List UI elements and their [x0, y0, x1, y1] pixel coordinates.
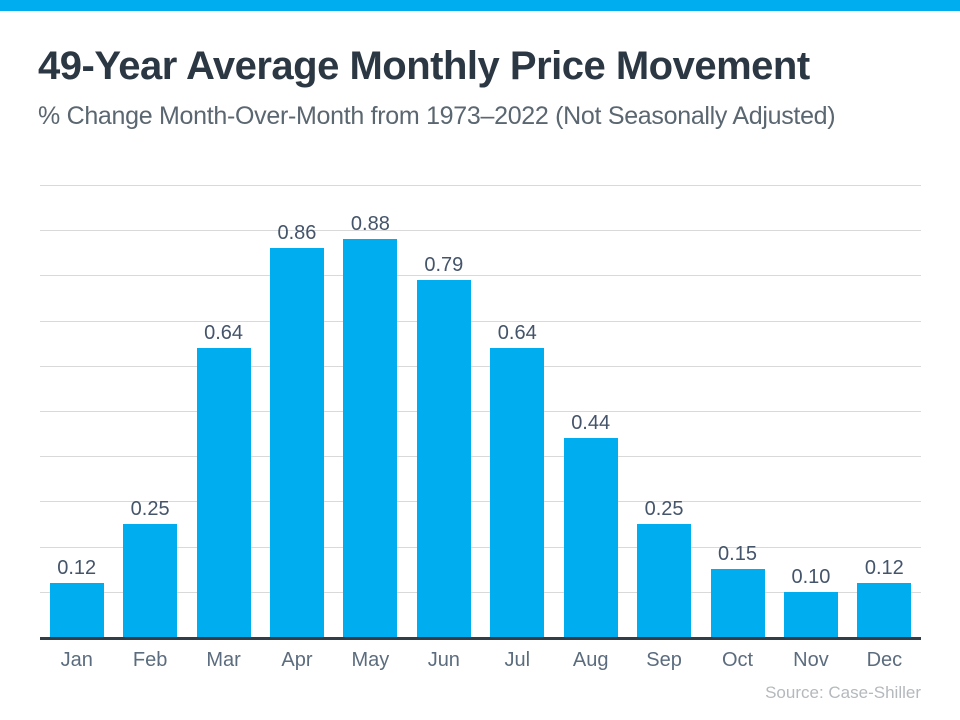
- gridline: [40, 320, 921, 322]
- accent-top-bar: [0, 0, 960, 11]
- bar-chart: 0.12 0.25 0.64 0.86 0.88 0.79 0.64 0.44 0.25 0.15…: [40, 185, 921, 640]
- bar: [416, 279, 471, 637]
- x-axis-label: Apr: [281, 649, 313, 671]
- bar-value-label: 0.12: [57, 556, 97, 579]
- bar-column: 0.88: [334, 185, 407, 637]
- bars-container: 0.12 0.25 0.64 0.86 0.88 0.79 0.64 0.44 0.25 0.15…: [40, 185, 921, 637]
- x-axis-label: Aug: [572, 649, 609, 671]
- gridline: [40, 365, 921, 367]
- bar-column: 0.10: [774, 185, 847, 637]
- bar: [49, 582, 104, 637]
- bar: [857, 582, 912, 637]
- gridline: [40, 411, 921, 412]
- bar-value-label: 0.15: [718, 543, 757, 566]
- bar-column: 0.15: [701, 185, 774, 637]
- gridline: [40, 501, 921, 503]
- bar-value-label: 0.86: [277, 222, 317, 245]
- x-axis-label: Feb: [132, 649, 168, 671]
- gridline: [40, 546, 921, 548]
- x-axis-label: Mar: [206, 649, 241, 671]
- x-axis-label: Jul: [504, 649, 531, 671]
- bar: [123, 524, 178, 637]
- page-title: 49-Year Average Monthly Price Movement: [38, 44, 810, 88]
- bar-value-label: 0.10: [791, 565, 831, 588]
- x-axis-label: Jun: [427, 649, 460, 671]
- bar-value-label: 0.25: [130, 498, 170, 520]
- gridline: [40, 275, 921, 277]
- bar: [490, 347, 545, 637]
- bar: [196, 347, 251, 637]
- gridline: [40, 456, 921, 458]
- gridline: [40, 591, 921, 593]
- bar-value-label: 0.44: [571, 412, 611, 435]
- x-axis-label: May: [351, 649, 390, 671]
- bar-value-label: 0.12: [864, 556, 904, 579]
- bar-value-label: 0.88: [350, 213, 390, 236]
- bar-value-label: 0.64: [204, 321, 244, 344]
- bar: [710, 569, 765, 637]
- x-axis-label: Sep: [646, 649, 682, 671]
- bar: [637, 524, 692, 637]
- bar-column: 0.79: [407, 185, 480, 637]
- bar-column: 0.44: [554, 185, 627, 637]
- gridline: [40, 185, 921, 186]
- bar: [269, 248, 324, 637]
- gridline: [40, 230, 921, 232]
- bar-column: 0.12: [40, 185, 113, 637]
- gridlines: [40, 185, 921, 637]
- bar-column: 0.86: [260, 185, 333, 637]
- bar: [343, 239, 398, 637]
- x-axis-label: Nov: [793, 649, 829, 671]
- x-axis-label: Dec: [866, 649, 903, 671]
- bar-column: 0.12: [848, 185, 921, 637]
- x-axis-label: Jan: [60, 649, 93, 671]
- bar-column: 0.25: [113, 185, 186, 637]
- bar-value-label: 0.25: [644, 498, 684, 520]
- bar-column: 0.64: [481, 185, 554, 637]
- bar-column: 0.25: [627, 185, 700, 637]
- bar: [563, 438, 618, 637]
- x-axis-labels: Jan Feb Mar Apr May Jun Jul Aug Sep Oct Nov Dec: [40, 649, 921, 671]
- bar: [783, 591, 838, 637]
- bar-value-label: 0.79: [424, 253, 464, 276]
- page-subtitle: % Change Month-Over-Month from 1973–2022…: [38, 102, 836, 130]
- bar-value-label: 0.64: [497, 321, 537, 344]
- bar-column: 0.64: [187, 185, 260, 637]
- source-caption: Source: Case-Shiller: [765, 683, 921, 702]
- x-axis-label: Oct: [721, 649, 754, 671]
